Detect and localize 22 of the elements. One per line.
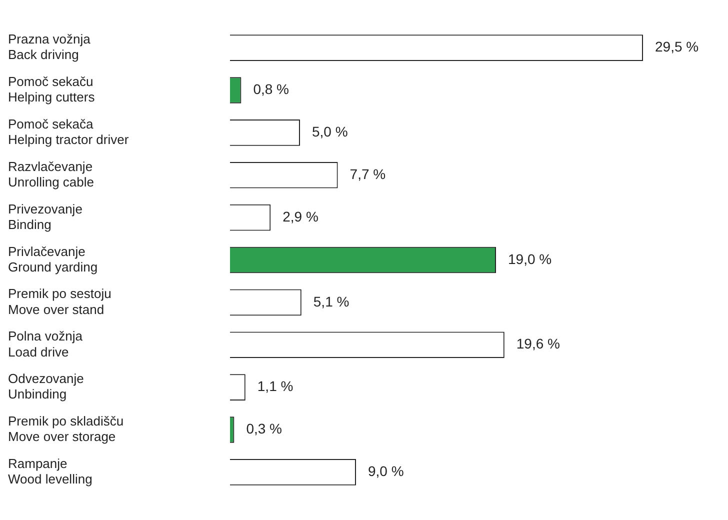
data-label: 1,1 % [257, 378, 294, 394]
y-tick-label: Polna vožnja Load drive [8, 328, 84, 360]
y-tick-label: Pomoč sekaču Helping cutters [8, 74, 96, 105]
y-tick-label: Premik po sestoju Move over stand [8, 286, 112, 317]
data-label: 2,9 % [282, 208, 318, 224]
y-tick-label: Privlačevanje Ground yarding [8, 244, 98, 274]
y-tick-label: Rampanje Wood levelling [8, 456, 92, 487]
data-label: 0,8 % [253, 81, 290, 98]
y-tick-label: Privezovanje Binding [8, 201, 82, 232]
data-label: 19,6 % [516, 336, 560, 352]
data-label: 5,1 % [313, 293, 350, 310]
y-tick-label: Razvlačevanje Unrolling cable [8, 158, 94, 190]
data-label: 5,0 % [312, 124, 348, 140]
data-label: 19,0 % [508, 250, 552, 267]
y-tick-label: Premik po skladišču Move over storage [8, 414, 124, 444]
data-label: 7,7 % [350, 166, 386, 182]
y-tick-label: Odvezovanje Unbinding [8, 371, 84, 402]
data-label: 0,3 % [246, 420, 282, 437]
data-label: 9,0 % [368, 463, 404, 480]
data-label: 29,5 % [655, 38, 699, 55]
y-tick-label: Pomoč sekača Helping tractor driver [8, 116, 130, 148]
y-tick-label: Prazna vožnja Back driving [8, 32, 92, 62]
